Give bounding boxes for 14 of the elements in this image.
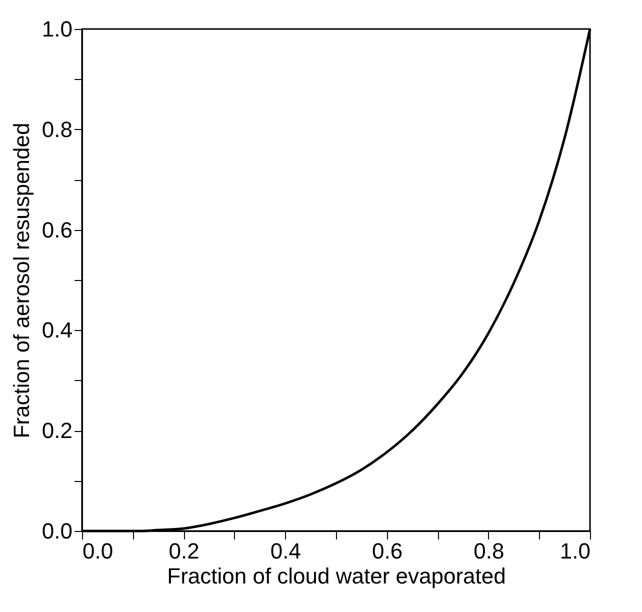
y-tick-label: 0.4 [42,318,72,343]
x-tick-label: 0.4 [270,538,301,564]
x-axis-title: Fraction of cloud water evaporated [167,564,506,588]
y-tick-label: 0.0 [42,518,72,544]
y-tick-label: 0.2 [42,418,72,444]
y-tick-label: 1.0 [42,16,72,42]
x-tick-label: 0.0 [82,538,114,564]
x-tick-label: 0.8 [474,538,504,564]
y-tick-label: 0.6 [42,217,72,242]
x-tick-label: 0.6 [372,538,403,564]
y-tick-label: 0.8 [42,116,72,142]
y-axis-title: Fraction of aerosol resuspended [8,122,34,438]
x-tick-label: 1.0 [560,538,590,564]
x-tick-label: 0.2 [168,538,200,564]
